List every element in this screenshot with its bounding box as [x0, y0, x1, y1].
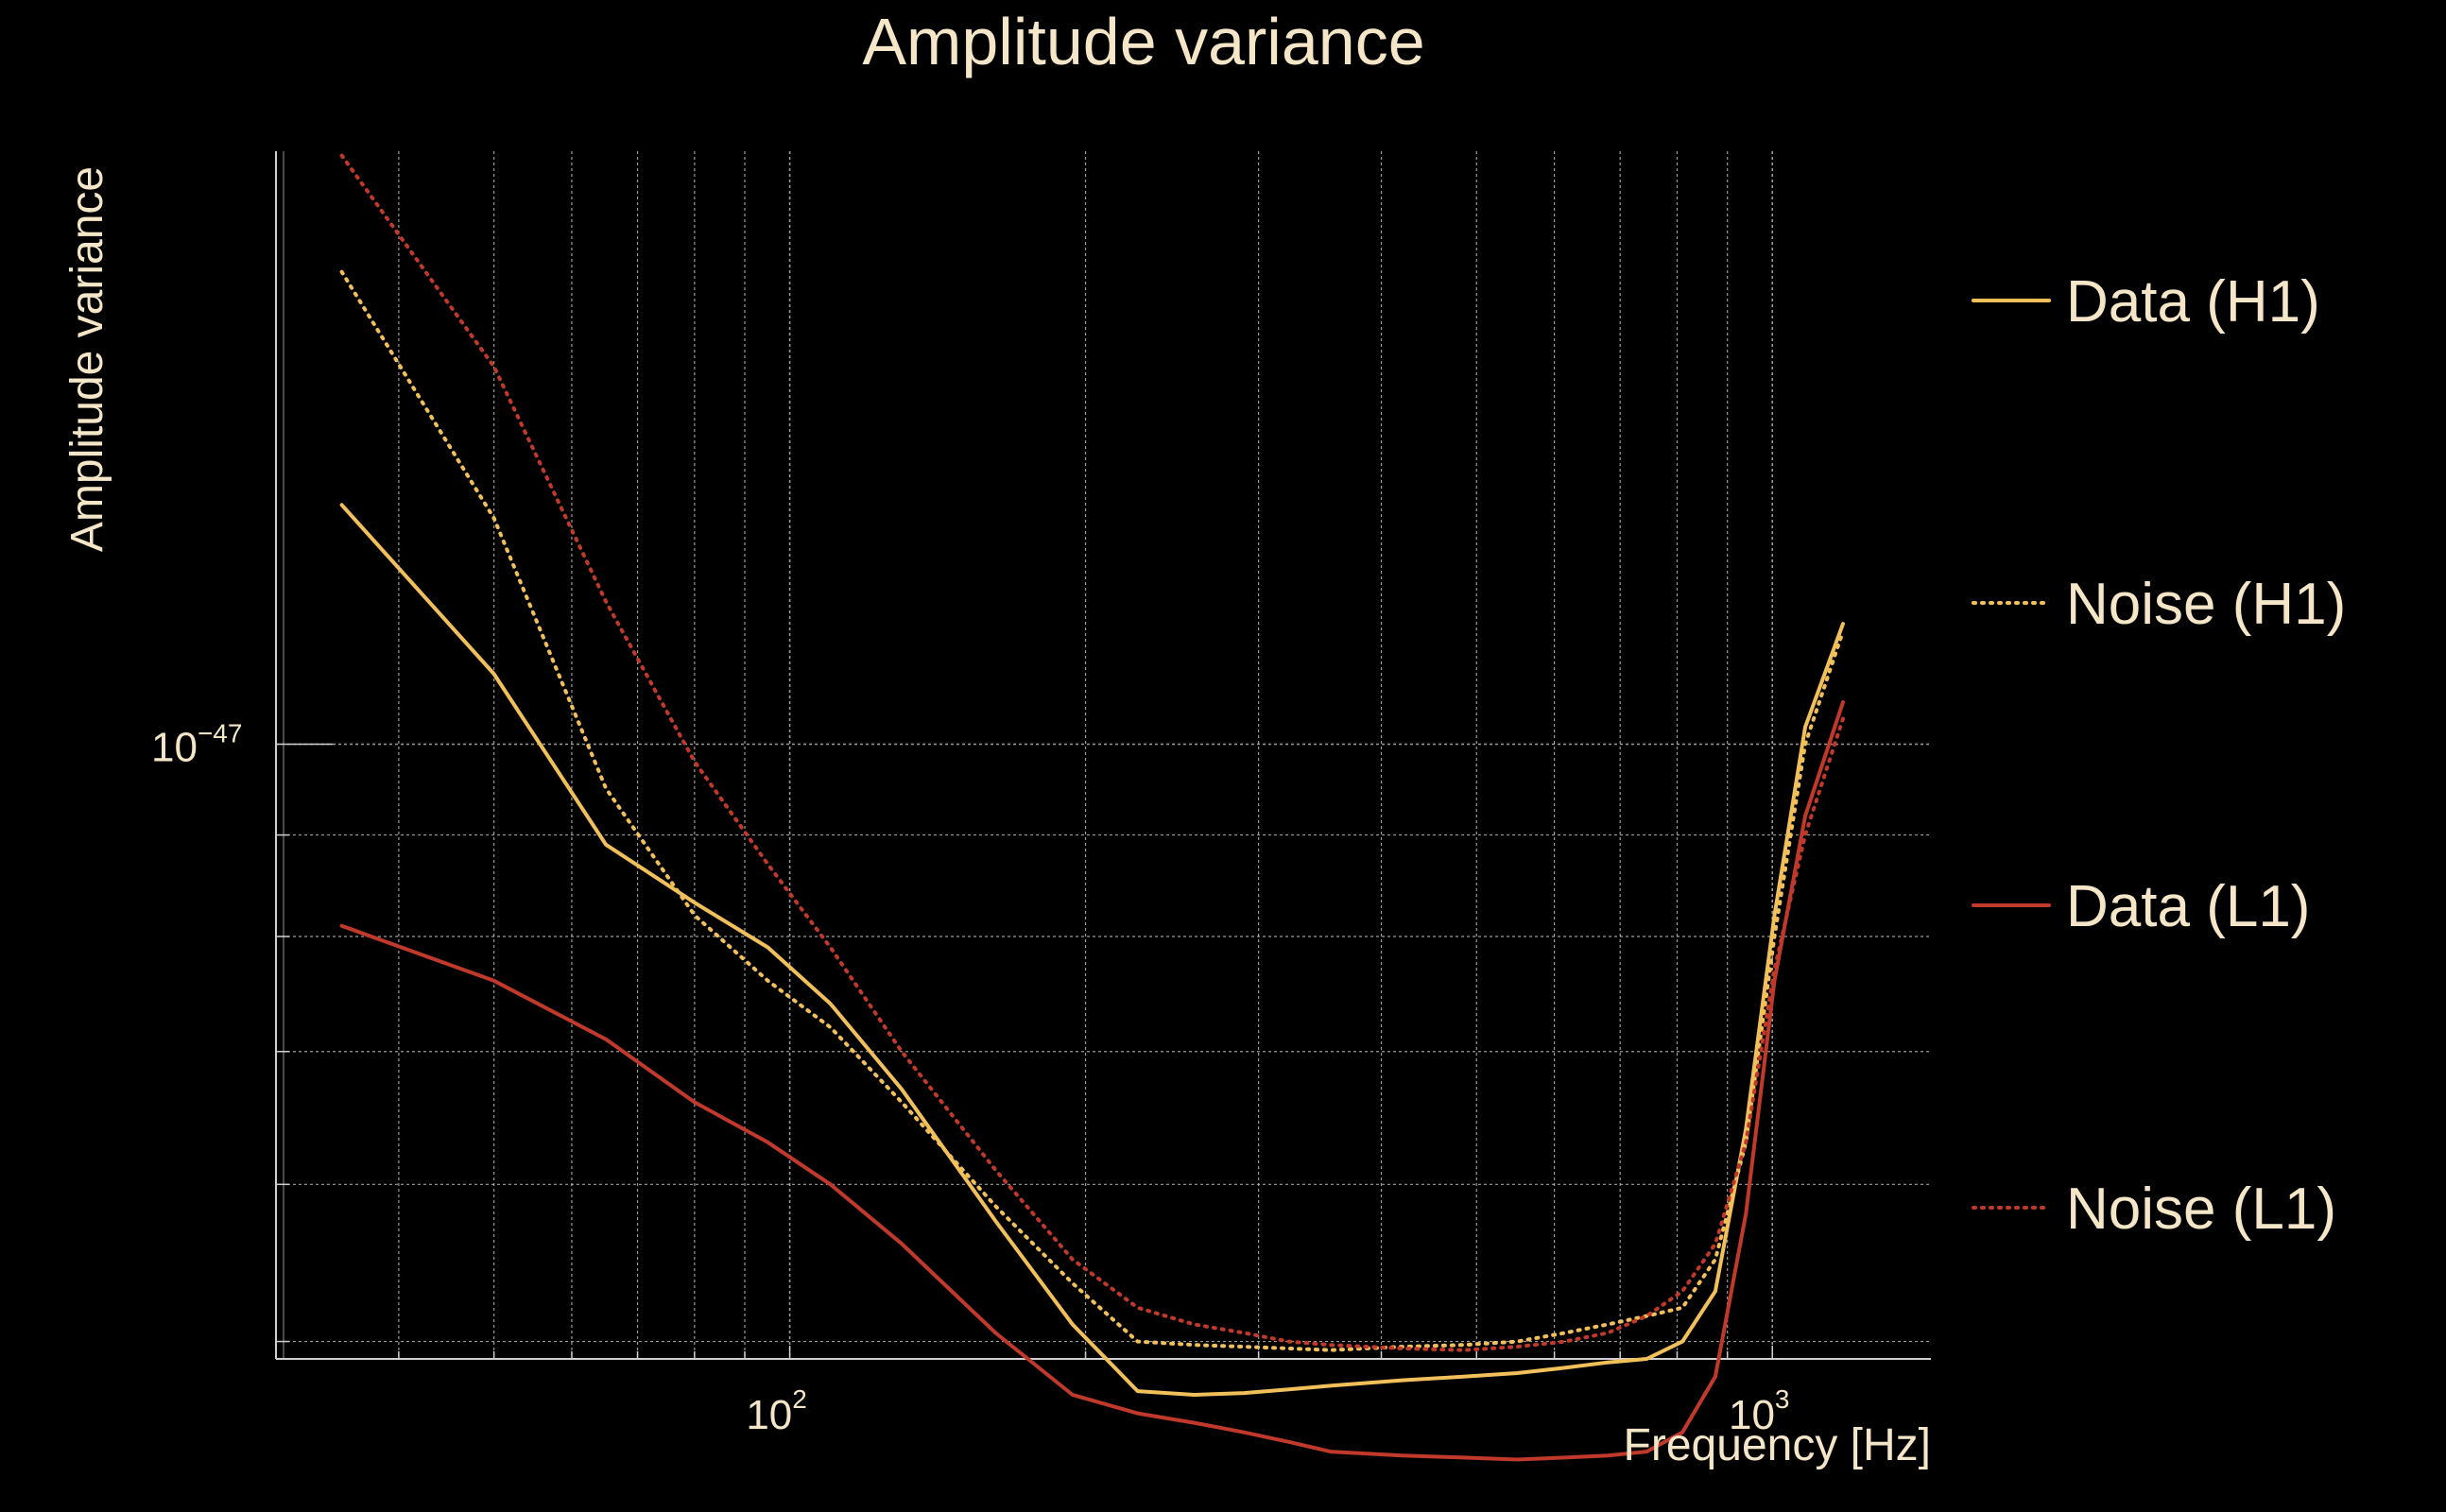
series-line-data-l1	[339, 700, 1845, 1462]
axes: 102 103 10−47	[151, 151, 1931, 1438]
series	[339, 153, 1845, 1462]
legend-label: Noise (L1)	[2066, 1177, 2336, 1242]
legend: Data (H1) Noise (H1) Data (L1) Noise (L1)	[1972, 269, 2346, 1242]
legend-label: Data (L1)	[2066, 874, 2310, 939]
chart-title: Amplitude variance	[862, 5, 1424, 78]
legend-label: Noise (H1)	[2066, 572, 2346, 637]
series-line-noise-l1	[339, 153, 1845, 1352]
legend-label: Data (H1)	[2066, 269, 2320, 335]
series-line-data-h1	[339, 503, 1845, 1397]
x-axis-label: Frequency [Hz]	[1624, 1420, 1931, 1470]
x-tick-label: 102	[746, 1384, 807, 1438]
y-axis-label: Amplitude variance	[62, 166, 112, 552]
grid	[275, 151, 1931, 1359]
series-line-noise-h1	[339, 269, 1845, 1352]
x-tick-label: 103	[1729, 1384, 1790, 1438]
y-tick-label: 10−47	[151, 719, 242, 771]
